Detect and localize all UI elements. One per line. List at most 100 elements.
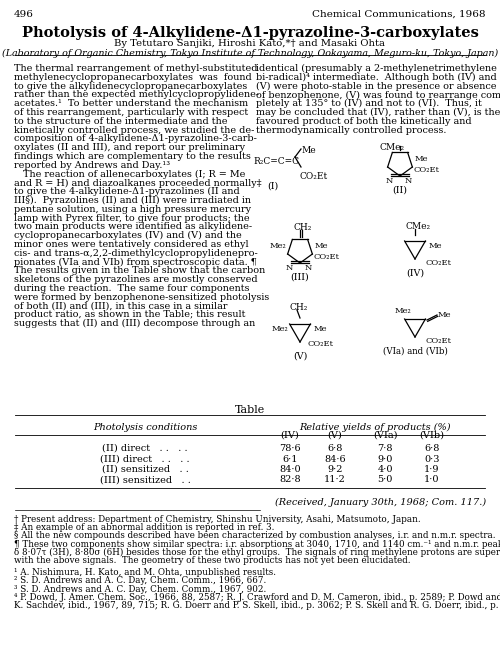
Text: and R = H) and diazoalkanes proceeded normally‡: and R = H) and diazoalkanes proceeded no…	[14, 178, 262, 187]
Text: of benzophenone, (V) was found to rearrange com-: of benzophenone, (V) was found to rearra…	[256, 90, 500, 100]
Text: ⁴ P. Dowd, J. Amer. Chem. Soc., 1966, 88, 2587; R. J. Crawford and D. M. Cameron: ⁴ P. Dowd, J. Amer. Chem. Soc., 1966, 88…	[14, 593, 500, 602]
Text: 7·8: 7·8	[378, 444, 393, 453]
Text: Me₂: Me₂	[272, 325, 289, 333]
Text: (V): (V)	[328, 431, 342, 440]
Text: R₂C=C=C: R₂C=C=C	[253, 157, 299, 166]
Text: The reaction of allenecarboxylates (I; R = Me: The reaction of allenecarboxylates (I; R…	[14, 170, 245, 179]
Text: (IV): (IV)	[406, 269, 424, 278]
Text: reported by Andrews and Day.¹³: reported by Andrews and Day.¹³	[14, 160, 170, 170]
Text: III§).  Pyrazolines (II) and (III) were irradiated in: III§). Pyrazolines (II) and (III) were i…	[14, 196, 251, 205]
Text: (V): (V)	[293, 352, 307, 361]
Text: CMe₂: CMe₂	[380, 143, 404, 152]
Text: N: N	[405, 177, 412, 185]
Text: kinetically controlled process, we studied the de-: kinetically controlled process, we studi…	[14, 126, 254, 134]
Text: 0·3: 0·3	[424, 455, 440, 464]
Text: to give the alkylidenecyclopropanecarboxylates: to give the alkylidenecyclopropanecarbox…	[14, 82, 247, 90]
Text: suggests that (II) and (III) decompose through an: suggests that (II) and (III) decompose t…	[14, 319, 256, 328]
Text: ¶ These two components show similar spectra: i.r. absorptions at 3040, 1710, and: ¶ These two components show similar spec…	[14, 540, 500, 549]
Text: product ratio, as shown in the Table; this result: product ratio, as shown in the Table; th…	[14, 310, 245, 320]
Text: ² S. D. Andrews and A. C. Day, Chem. Comm., 1966, 667.: ² S. D. Andrews and A. C. Day, Chem. Com…	[14, 576, 266, 586]
Text: N: N	[286, 264, 294, 272]
Text: Photolysis of 4-Alkylidene-Δ1-pyrazoline-3-carboxylates: Photolysis of 4-Alkylidene-Δ1-pyrazoline…	[22, 26, 478, 40]
Text: (VIb): (VIb)	[420, 431, 444, 440]
Text: 6·1: 6·1	[282, 455, 298, 464]
Text: oxylates (II and III), and report our preliminary: oxylates (II and III), and report our pr…	[14, 143, 245, 153]
Text: CO₂Et: CO₂Et	[425, 259, 451, 267]
Text: 496: 496	[14, 10, 34, 19]
Text: were formed by benzophenone-sensitized photolysis: were formed by benzophenone-sensitized p…	[14, 293, 269, 302]
Text: Me: Me	[415, 155, 428, 163]
Text: § All the new compounds described have been characterized by combustion analyses: § All the new compounds described have b…	[14, 531, 496, 540]
Text: † Present address: Department of Chemistry, Shinshu University, Asahi, Matsumoto: † Present address: Department of Chemist…	[14, 515, 420, 524]
Text: identical (presumably a 2-methylenetrimethylene: identical (presumably a 2-methylenetrime…	[256, 64, 497, 73]
Text: CO₂Et: CO₂Et	[300, 172, 328, 181]
Text: (III): (III)	[290, 273, 310, 282]
Text: CH₂: CH₂	[290, 303, 308, 312]
Text: (VIa): (VIa)	[373, 431, 397, 440]
Text: Me₂: Me₂	[395, 307, 412, 315]
Text: CO₂Et: CO₂Et	[308, 340, 334, 348]
Text: (Received, January 30th, 1968; Com. 117.): (Received, January 30th, 1968; Com. 117.…	[275, 498, 486, 507]
Text: findings which are complementary to the results: findings which are complementary to the …	[14, 152, 251, 161]
Text: (II) direct   . .   . .: (II) direct . . . .	[102, 444, 188, 453]
Text: K. Sachdev, ibid., 1967, 89, 715; R. G. Doerr and P. S. Skell, ibid., p. 3062; P: K. Sachdev, ibid., 1967, 89, 715; R. G. …	[14, 601, 500, 610]
Text: (Laboratory of Organic Chemistry, Tokyo Institute of Technology, Ookayama, Megur: (Laboratory of Organic Chemistry, Tokyo …	[2, 49, 498, 58]
Text: thermodynamically controlled process.: thermodynamically controlled process.	[256, 126, 446, 134]
Text: bi-radical)⁴ intermediate.  Although both (IV) and: bi-radical)⁴ intermediate. Although both…	[256, 73, 497, 82]
Text: composition of 4-alkylidene-Δ1-pyrazoline-3-carb-: composition of 4-alkylidene-Δ1-pyrazolin…	[14, 134, 257, 143]
Text: 11·2: 11·2	[324, 476, 346, 485]
Text: ¹ A. Nishimura, H. Kato, and M. Ohta, unpublished results.: ¹ A. Nishimura, H. Kato, and M. Ohta, un…	[14, 568, 276, 577]
Text: of this rearrangement, particularly with respect: of this rearrangement, particularly with…	[14, 108, 248, 117]
Text: Relative yields of products (%): Relative yields of products (%)	[299, 423, 451, 432]
Text: N: N	[305, 264, 312, 272]
Text: during the reaction.  The same four components: during the reaction. The same four compo…	[14, 284, 250, 293]
Text: acetates.¹  To better understand the mechanism: acetates.¹ To better understand the mech…	[14, 99, 248, 108]
Text: to give the 4-alkylidene-Δ1-pyrazolines (II and: to give the 4-alkylidene-Δ1-pyrazolines …	[14, 187, 240, 196]
Text: 5·0: 5·0	[378, 476, 392, 485]
Text: pletely at 135° to (IV) and not to (VI).  Thus, it: pletely at 135° to (IV) and not to (VI).…	[256, 99, 482, 108]
Text: 84·0: 84·0	[279, 465, 301, 474]
Text: 9·2: 9·2	[327, 465, 343, 474]
Text: two main products were identified as alkylidene-: two main products were identified as alk…	[14, 223, 252, 231]
Text: CMe₂: CMe₂	[405, 222, 430, 231]
Text: δ 8·07τ (3H), 8·80σ (6H) besides those for the ethyl groups.  The signals of rin: δ 8·07τ (3H), 8·80σ (6H) besides those f…	[14, 548, 500, 557]
Text: 4·0: 4·0	[378, 465, 393, 474]
Text: to the structure of the intermediate and the: to the structure of the intermediate and…	[14, 117, 228, 126]
Text: (II): (II)	[392, 186, 407, 195]
Text: rather than the expected methylcyclopropylidene-: rather than the expected methylcycloprop…	[14, 90, 259, 100]
Text: 1·9: 1·9	[424, 465, 440, 474]
Text: Me: Me	[438, 311, 452, 319]
Text: 84·6: 84·6	[324, 455, 346, 464]
Text: Photolysis conditions: Photolysis conditions	[93, 423, 197, 432]
Text: methylenecyclopropanecarboxylates  was  found: methylenecyclopropanecarboxylates was fo…	[14, 73, 252, 82]
Text: CH₂: CH₂	[293, 223, 312, 232]
Text: (V) were photo-stable in the presence or absence: (V) were photo-stable in the presence or…	[256, 82, 496, 91]
Text: CO₂Et: CO₂Et	[313, 253, 339, 261]
Text: 78·6: 78·6	[279, 444, 301, 453]
Text: Chemical Communications, 1968: Chemical Communications, 1968	[312, 10, 486, 19]
Text: pentane solution, using a high pressure mercury: pentane solution, using a high pressure …	[14, 205, 251, 214]
Text: cis- and trans-α,2,2-dimethylcyclopropylidenepro-: cis- and trans-α,2,2-dimethylcyclopropyl…	[14, 249, 258, 258]
Text: N: N	[386, 177, 394, 185]
Text: (II) sensitized   . .: (II) sensitized . .	[102, 465, 188, 474]
Text: may be concluded that (IV), rather than (V), is the: may be concluded that (IV), rather than …	[256, 108, 500, 117]
Text: 6·8: 6·8	[328, 444, 342, 453]
Text: The results given in the Table show that the carbon: The results given in the Table show that…	[14, 267, 265, 275]
Text: of both (II) and (III), in this case in a similar: of both (II) and (III), in this case in …	[14, 301, 228, 310]
Text: ³ S. D. Andrews and A. C. Day, Chem. Comm., 1967, 902.: ³ S. D. Andrews and A. C. Day, Chem. Com…	[14, 585, 266, 593]
Text: minor ones were tentatively considered as ethyl: minor ones were tentatively considered a…	[14, 240, 248, 249]
Text: ‡ An example of an abnormal addition is reported in ref. 3.: ‡ An example of an abnormal addition is …	[14, 523, 274, 533]
Text: (III) direct   . .   . .: (III) direct . . . .	[100, 455, 190, 464]
Text: 1·0: 1·0	[424, 476, 440, 485]
Text: CO₂Et: CO₂Et	[413, 166, 439, 174]
Text: (III) sensitized   . .: (III) sensitized . .	[100, 476, 190, 485]
Text: 9·0: 9·0	[378, 455, 392, 464]
Text: 6·8: 6·8	[424, 444, 440, 453]
Text: Me: Me	[315, 242, 328, 250]
Text: (I): (I)	[268, 182, 278, 191]
Text: 82·8: 82·8	[279, 476, 301, 485]
Text: (VIa) and (VIb): (VIa) and (VIb)	[382, 347, 448, 356]
Text: with the above signals.  The geometry of these two products has not yet been elu: with the above signals. The geometry of …	[14, 556, 410, 565]
Text: By Tetutaro Sanjiki, Hiroshi Kato,*† and Masaki Ohta: By Tetutaro Sanjiki, Hiroshi Kato,*† and…	[114, 39, 386, 48]
Text: CO₂Et: CO₂Et	[425, 337, 451, 345]
